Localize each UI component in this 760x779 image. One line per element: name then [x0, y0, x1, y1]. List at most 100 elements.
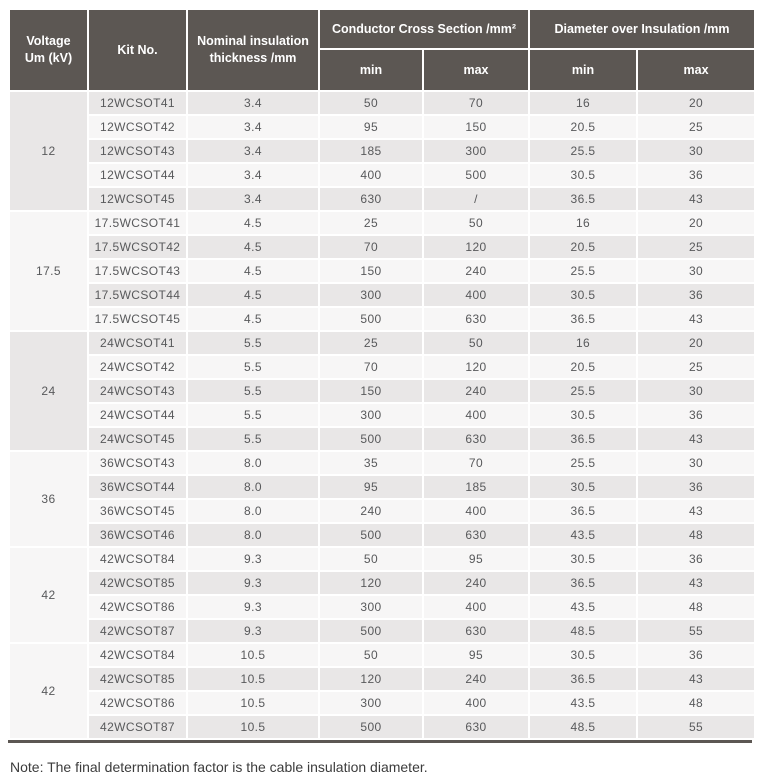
diameter-max-cell: 55: [638, 620, 755, 642]
thickness-cell: 10.5: [188, 668, 318, 690]
kit-no-cell: 36WCSOT43: [89, 452, 186, 474]
thickness-cell: 3.4: [188, 140, 318, 162]
conductor-max-cell: 630: [424, 308, 529, 330]
voltage-group-cell: 12: [10, 92, 87, 210]
diameter-max-cell: 43: [638, 572, 755, 594]
table-row: 42WCSOT85 9.3 120 240 36.5 43: [10, 572, 755, 594]
table-row: 24WCSOT45 5.5 500 630 36.5 43: [10, 428, 755, 450]
thickness-cell: 4.5: [188, 308, 318, 330]
conductor-min-cell: 240: [320, 500, 422, 522]
table-row: 24WCSOT43 5.5 150 240 25.5 30: [10, 380, 755, 402]
diameter-max-cell: 36: [638, 164, 755, 186]
conductor-min-cell: 95: [320, 116, 422, 138]
conductor-min-cell: 70: [320, 236, 422, 258]
kit-no-cell: 42WCSOT87: [89, 620, 186, 642]
conductor-min-cell: 150: [320, 380, 422, 402]
voltage-group-cell: 42: [10, 548, 87, 642]
kit-no-cell: 24WCSOT41: [89, 332, 186, 354]
diameter-min-cell: 36.5: [530, 188, 637, 210]
voltage-header-line2: Um (kV): [24, 51, 73, 65]
conductor-max-cell: 70: [424, 92, 529, 114]
conductor-min-cell: 630: [320, 188, 422, 210]
conductor-min-cell: 300: [320, 284, 422, 306]
col-header-conductor-group: Conductor Cross Section /mm²: [320, 10, 529, 48]
conductor-min-cell: 50: [320, 92, 422, 114]
conductor-min-cell: 300: [320, 692, 422, 714]
diameter-min-cell: 36.5: [530, 428, 637, 450]
conductor-max-cell: 240: [424, 380, 529, 402]
table-row: 42WCSOT87 10.5 500 630 48.5 55: [10, 716, 755, 738]
kit-no-cell: 24WCSOT43: [89, 380, 186, 402]
kit-no-cell: 42WCSOT85: [89, 668, 186, 690]
table-row: 42WCSOT86 10.5 300 400 43.5 48: [10, 692, 755, 714]
kit-no-cell: 42WCSOT84: [89, 548, 186, 570]
table-row: 12WCSOT44 3.4 400 500 30.5 36: [10, 164, 755, 186]
diameter-min-cell: 20.5: [530, 116, 637, 138]
voltage-group-cell: 17.5: [10, 212, 87, 330]
conductor-min-cell: 400: [320, 164, 422, 186]
diameter-max-cell: 20: [638, 332, 755, 354]
diameter-max-cell: 48: [638, 692, 755, 714]
diameter-max-cell: 43: [638, 428, 755, 450]
table-row: 17.5WCSOT44 4.5 300 400 30.5 36: [10, 284, 755, 306]
diameter-min-cell: 36.5: [530, 572, 637, 594]
kit-no-cell: 36WCSOT46: [89, 524, 186, 546]
col-header-conductor-max: max: [424, 50, 529, 90]
diameter-min-cell: 16: [530, 332, 637, 354]
conductor-max-cell: 300: [424, 140, 529, 162]
diameter-max-cell: 48: [638, 596, 755, 618]
conductor-min-cell: 35: [320, 452, 422, 474]
conductor-max-cell: 400: [424, 500, 529, 522]
table-row: 36WCSOT45 8.0 240 400 36.5 43: [10, 500, 755, 522]
kit-no-cell: 24WCSOT45: [89, 428, 186, 450]
col-header-diameter-min: min: [530, 50, 637, 90]
conductor-max-cell: /: [424, 188, 529, 210]
thickness-cell: 9.3: [188, 548, 318, 570]
conductor-min-cell: 500: [320, 308, 422, 330]
diameter-min-cell: 36.5: [530, 500, 637, 522]
kit-no-cell: 17.5WCSOT45: [89, 308, 186, 330]
conductor-min-cell: 25: [320, 212, 422, 234]
diameter-min-cell: 30.5: [530, 644, 637, 666]
kit-no-cell: 42WCSOT84: [89, 644, 186, 666]
conductor-min-cell: 500: [320, 716, 422, 738]
table-header: Voltage Um (kV) Kit No. Nominal insulati…: [10, 10, 755, 90]
kit-no-cell: 12WCSOT45: [89, 188, 186, 210]
conductor-max-cell: 50: [424, 212, 529, 234]
diameter-max-cell: 36: [638, 404, 755, 426]
kit-no-cell: 12WCSOT42: [89, 116, 186, 138]
kit-no-cell: 42WCSOT86: [89, 596, 186, 618]
table-row: 24WCSOT42 5.5 70 120 20.5 25: [10, 356, 755, 378]
conductor-min-cell: 185: [320, 140, 422, 162]
col-header-conductor-min: min: [320, 50, 422, 90]
table-row: 17.5WCSOT42 4.5 70 120 20.5 25: [10, 236, 755, 258]
kit-no-cell: 12WCSOT44: [89, 164, 186, 186]
thickness-cell: 4.5: [188, 260, 318, 282]
diameter-min-cell: 16: [530, 212, 637, 234]
conductor-min-cell: 500: [320, 620, 422, 642]
conductor-max-cell: 400: [424, 284, 529, 306]
footnote: Note: The final determination factor is …: [10, 759, 428, 775]
diameter-min-cell: 48.5: [530, 620, 637, 642]
conductor-max-cell: 400: [424, 596, 529, 618]
diameter-min-cell: 43.5: [530, 692, 637, 714]
diameter-min-cell: 20.5: [530, 356, 637, 378]
diameter-min-cell: 25.5: [530, 260, 637, 282]
thickness-cell: 10.5: [188, 644, 318, 666]
conductor-min-cell: 150: [320, 260, 422, 282]
diameter-min-cell: 16: [530, 92, 637, 114]
thickness-cell: 8.0: [188, 452, 318, 474]
table-row: 17.5 17.5WCSOT41 4.5 25 50 16 20: [10, 212, 755, 330]
table-row: 12WCSOT43 3.4 185 300 25.5 30: [10, 140, 755, 162]
diameter-max-cell: 55: [638, 716, 755, 738]
col-header-diameter-group: Diameter over Insulation /mm: [530, 10, 755, 48]
diameter-max-cell: 25: [638, 356, 755, 378]
diameter-max-cell: 36: [638, 644, 755, 666]
thickness-cell: 4.5: [188, 212, 318, 234]
thickness-cell: 4.5: [188, 284, 318, 306]
diameter-max-cell: 25: [638, 116, 755, 138]
diameter-max-cell: 20: [638, 92, 755, 114]
diameter-min-cell: 36.5: [530, 668, 637, 690]
thickness-cell: 10.5: [188, 716, 318, 738]
